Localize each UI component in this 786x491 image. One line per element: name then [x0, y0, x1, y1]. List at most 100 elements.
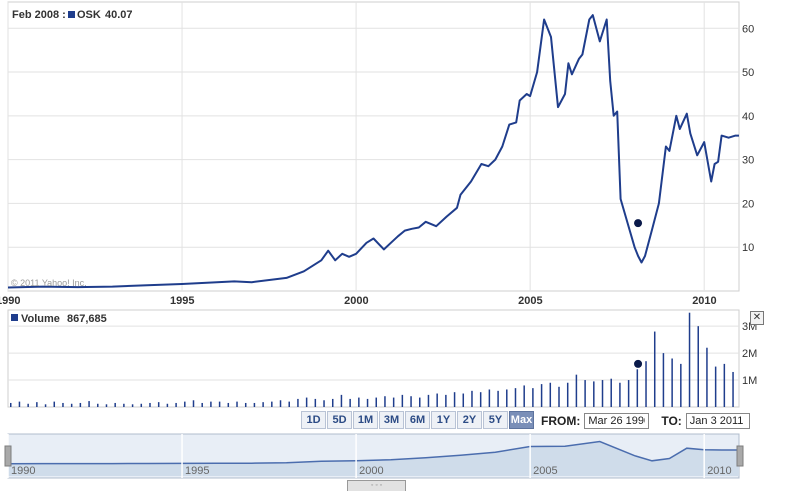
- volume-bar: [323, 400, 325, 407]
- volume-bar: [680, 363, 682, 407]
- price-x-tick: 2000: [344, 295, 368, 307]
- volume-bar: [471, 390, 473, 407]
- header-symbol: OSK: [77, 9, 101, 21]
- volume-bar: [331, 398, 334, 407]
- volume-bar: [566, 382, 569, 407]
- volume-bar: [131, 404, 134, 407]
- range-button-max[interactable]: Max: [509, 411, 534, 429]
- price-x-tick: 1990: [0, 295, 20, 307]
- volume-bar: [593, 381, 595, 407]
- volume-bar: [123, 403, 125, 407]
- volume-y-tick: 1M: [742, 375, 757, 387]
- price-plot-area: [7, 1, 740, 292]
- volume-bar: [453, 392, 456, 407]
- range-button-3m[interactable]: 3M: [379, 411, 404, 429]
- volume-bar: [506, 389, 508, 407]
- volume-bar: [671, 358, 673, 407]
- from-label: FROM:: [541, 414, 581, 428]
- navigator-right-handle[interactable]: [736, 445, 744, 467]
- price-y-tick: 20: [742, 198, 754, 210]
- navigator-area-fill: [8, 441, 739, 476]
- volume-bar: [218, 401, 221, 407]
- volume-bar: [201, 402, 203, 407]
- volume-bar: [244, 402, 247, 407]
- volume-bar: [262, 402, 264, 407]
- volume-bar: [149, 402, 151, 407]
- navigator-left-handle[interactable]: [4, 445, 12, 467]
- navigator-x-tick: 2010: [707, 465, 731, 477]
- to-date-input[interactable]: [685, 413, 750, 429]
- range-button-1m[interactable]: 1M: [353, 411, 378, 429]
- price-y-tick: 60: [742, 23, 754, 35]
- volume-bar: [375, 397, 377, 407]
- volume-highlight-marker: [634, 359, 643, 368]
- volume-y-tick: 2M: [742, 348, 757, 360]
- volume-bar: [314, 398, 317, 407]
- volume-bar: [97, 403, 99, 407]
- volume-bar: [419, 397, 421, 407]
- volume-bar: [279, 400, 282, 407]
- price-y-tick: 10: [742, 242, 754, 254]
- volume-bar: [723, 363, 726, 407]
- series-legend-swatch: [68, 11, 75, 18]
- volume-bar: [514, 388, 517, 407]
- price-grid: [7, 2, 739, 291]
- volume-bar: [36, 402, 38, 407]
- navigator-x-tick: 2000: [359, 465, 383, 477]
- volume-value: 867,685: [67, 313, 107, 325]
- volume-bar: [714, 366, 717, 407]
- volume-bar: [70, 403, 73, 407]
- range-button-1y[interactable]: 1Y: [431, 411, 456, 429]
- volume-legend-swatch: [11, 314, 18, 321]
- volume-bar: [645, 361, 647, 407]
- volume-bar: [445, 394, 447, 407]
- volume-bar: [653, 331, 656, 407]
- price-y-tick: 40: [742, 111, 754, 123]
- price-y-tick: 50: [742, 67, 754, 79]
- volume-bar: [610, 378, 612, 407]
- copyright-text: © 2011 Yahoo! Inc.: [11, 278, 87, 288]
- volume-bar: [488, 389, 491, 407]
- range-button-2y[interactable]: 2Y: [457, 411, 482, 429]
- range-button-1d[interactable]: 1D: [301, 411, 326, 429]
- date-range: FROM: TO:: [541, 412, 750, 430]
- volume-bar: [105, 404, 108, 407]
- volume-bar: [427, 394, 430, 407]
- header-date: Feb 2008 :: [12, 9, 66, 21]
- price-series-line: [7, 14, 739, 289]
- volume-bar: [175, 402, 177, 407]
- volume-bar: [253, 402, 256, 407]
- navigator-x-tick: 1990: [11, 465, 35, 477]
- volume-bar: [62, 402, 64, 407]
- volume-bar: [584, 380, 586, 407]
- volume-bars: [10, 312, 734, 407]
- scroll-grip-icon[interactable]: ◦ ◦ ◦: [347, 480, 406, 491]
- volume-bar: [540, 384, 543, 407]
- from-date-input[interactable]: [584, 413, 650, 429]
- volume-bar: [366, 398, 369, 407]
- volume-bar: [140, 403, 143, 407]
- navigator-line: [7, 440, 739, 465]
- volume-bar: [462, 393, 465, 407]
- volume-bar: [114, 402, 116, 407]
- volume-bar: [10, 402, 12, 407]
- navigator-x-tick: 1995: [185, 465, 209, 477]
- volume-bar: [662, 353, 665, 407]
- header-value: 40.07: [105, 9, 133, 21]
- price-highlight-marker: [634, 219, 643, 228]
- price-x-tick: 2010: [692, 295, 716, 307]
- volume-bar: [619, 382, 621, 407]
- range-button-5d[interactable]: 5D: [327, 411, 352, 429]
- volume-bar: [410, 396, 412, 407]
- to-label: TO:: [661, 414, 682, 428]
- range-button-5y[interactable]: 5Y: [483, 411, 508, 429]
- volume-bar: [166, 403, 169, 407]
- volume-bar: [558, 386, 560, 407]
- volume-bar: [732, 371, 734, 407]
- volume-bar: [575, 374, 578, 407]
- range-button-6m[interactable]: 6M: [405, 411, 430, 429]
- navigator-x-tick: 2005: [533, 465, 557, 477]
- volume-bar: [358, 397, 360, 407]
- close-icon[interactable]: ✕: [750, 311, 764, 325]
